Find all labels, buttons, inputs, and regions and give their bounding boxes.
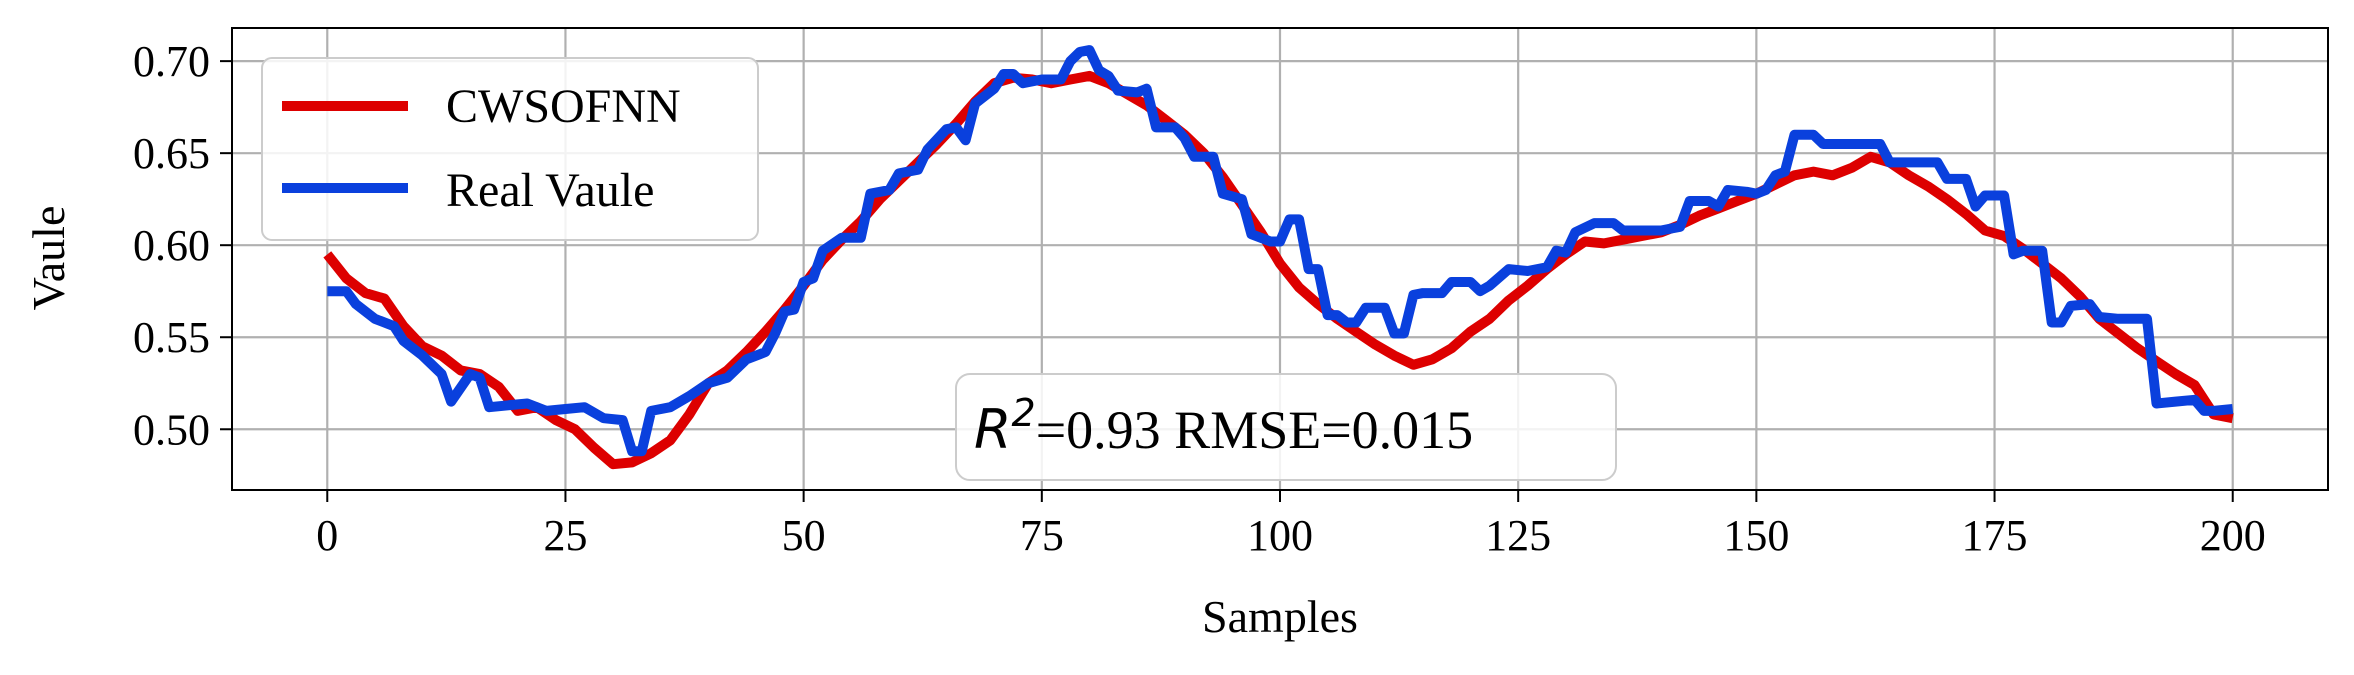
x-tick-label: 75 — [1020, 511, 1064, 560]
annotation-text: R2=0.93 RMSE=0.015 — [974, 391, 1473, 461]
metrics-annotation: R2=0.93 RMSE=0.015 — [955, 373, 1617, 481]
y-axis-label: Vaule — [23, 206, 74, 311]
y-tick-label: 0.50 — [133, 405, 210, 454]
annotation-box — [955, 373, 1617, 481]
x-tick-label: 175 — [1962, 511, 2028, 560]
x-tick-label: 25 — [543, 511, 587, 560]
x-tick-label: 100 — [1247, 511, 1313, 560]
x-tick-label: 125 — [1485, 511, 1551, 560]
axis-ticks: 0 25 50 75 100 125 150 175 200 0.50 0.55 0.60 0.65 0.… — [133, 37, 2266, 560]
y-tick-label: 0.65 — [133, 129, 210, 178]
x-tick-label: 200 — [2200, 511, 2266, 560]
x-tick-label: 50 — [782, 511, 826, 560]
y-tick-label: 0.70 — [133, 37, 210, 86]
y-tick-label: 0.55 — [133, 313, 210, 362]
x-tick-label: 150 — [1723, 511, 1789, 560]
legend: CWSOFNN Real Vaule — [261, 57, 759, 241]
legend-label-cwsofnn: CWSOFNN — [446, 80, 681, 133]
y-tick-label: 0.60 — [133, 221, 210, 270]
legend-label-real-vaule: Real Vaule — [446, 164, 654, 217]
x-axis-label: Samples — [1202, 591, 1358, 642]
series-line-real-vaule — [327, 45, 2234, 457]
x-tick-label: 0 — [316, 511, 338, 560]
series-lines — [323, 45, 2234, 470]
series-line-cwsofnn — [323, 70, 2234, 470]
